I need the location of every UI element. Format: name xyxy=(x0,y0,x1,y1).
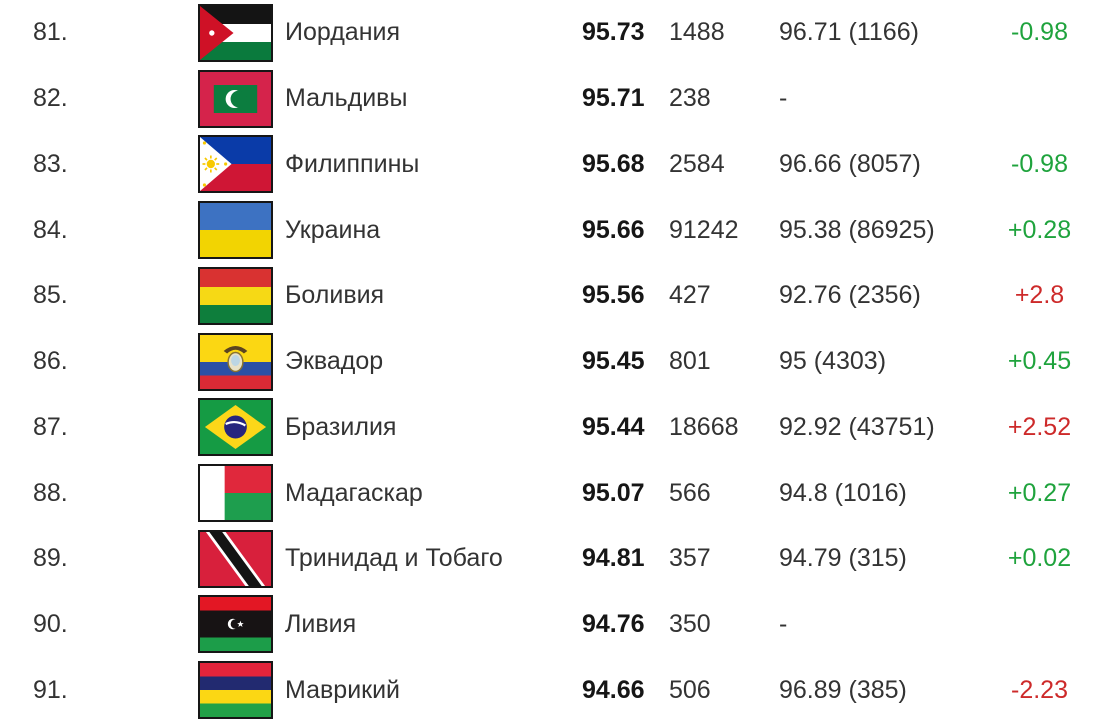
flag-cell xyxy=(198,332,285,391)
rank-number: 87. xyxy=(33,412,68,441)
sample-count: 350 xyxy=(669,609,711,638)
previous-value: 94.79 (315) xyxy=(779,544,907,573)
rank-number: 88. xyxy=(33,478,68,507)
sample-count: 18668 xyxy=(669,412,739,441)
score-value: 94.76 xyxy=(582,609,645,638)
previous-value: - xyxy=(779,84,788,113)
country-name: Маврикий xyxy=(285,677,401,703)
previous-value: 96.71 (1166) xyxy=(779,18,919,47)
country-name: Эквадор xyxy=(285,349,384,375)
sample-count: 801 xyxy=(669,347,711,376)
country-name: Иордания xyxy=(285,20,401,46)
sample-count: 357 xyxy=(669,544,711,573)
maldives-flag-icon xyxy=(198,69,273,128)
score-value: 95.45 xyxy=(582,347,645,376)
previous-value: 95.38 (86925) xyxy=(779,215,935,244)
score-value: 94.66 xyxy=(582,675,645,704)
rank-number: 90. xyxy=(33,609,68,638)
change-value: +0.27 xyxy=(1007,478,1072,507)
change-value: +2.8 xyxy=(1014,281,1065,310)
philippines-flag-icon xyxy=(198,135,273,194)
table-row: 82. Мальдивы 95.71 238 - xyxy=(0,66,1104,132)
table-row: 86. Эквадор 95.45 801 95 (4303) +0.45 xyxy=(0,329,1104,395)
score-value: 95.56 xyxy=(582,281,645,310)
rank-number: 89. xyxy=(33,544,68,573)
country-name: Мадагаскар xyxy=(285,480,423,506)
rank-number: 86. xyxy=(33,347,68,376)
sample-count: 427 xyxy=(669,281,711,310)
brazil-flag-icon xyxy=(198,398,273,457)
previous-value: 94.8 (1016) xyxy=(779,478,907,507)
score-value: 95.73 xyxy=(582,18,645,47)
jordan-flag-icon xyxy=(198,3,273,62)
rank-number: 85. xyxy=(33,281,68,310)
change-value: +2.52 xyxy=(1007,412,1072,441)
country-name: Филиппины xyxy=(285,151,420,177)
trinidad-tobago-flag-icon xyxy=(198,529,273,588)
score-value: 95.66 xyxy=(582,215,645,244)
table-row: 84. Украина 95.66 91242 95.38 (86925) +0… xyxy=(0,197,1104,263)
sample-count: 2584 xyxy=(669,149,725,178)
madagascar-flag-icon xyxy=(198,464,273,522)
previous-value: 96.89 (385) xyxy=(779,675,907,704)
sample-count: 566 xyxy=(669,478,711,507)
table-row: 85. Боливия 95.56 427 92.76 (2356) +2.8 xyxy=(0,263,1104,329)
score-value: 95.07 xyxy=(582,478,645,507)
score-value: 95.68 xyxy=(582,149,645,178)
rank-number: 83. xyxy=(33,149,68,178)
country-name: Боливия xyxy=(285,283,385,309)
table-row: 91. Маврикий 94.66 506 96.89 (385) -2.23 xyxy=(0,657,1104,723)
country-name: Тринидад и Тобаго xyxy=(285,546,503,572)
sample-count: 91242 xyxy=(669,215,739,244)
country-name: Бразилия xyxy=(285,414,397,440)
country-name: Ливия xyxy=(285,611,357,637)
country-name: Мальдивы xyxy=(285,86,408,112)
previous-value: 95 (4303) xyxy=(779,347,887,376)
libya-flag-icon xyxy=(198,595,273,654)
sample-count: 506 xyxy=(669,675,711,704)
flag-cell xyxy=(198,529,285,588)
flag-cell xyxy=(198,3,285,62)
rank-number: 82. xyxy=(33,84,68,113)
score-value: 94.81 xyxy=(582,544,645,573)
score-value: 95.71 xyxy=(582,84,645,113)
rank-number: 81. xyxy=(33,18,68,47)
country-name: Украина xyxy=(285,217,381,243)
ecuador-flag-icon xyxy=(198,332,273,391)
table-row: 83. Филиппины 95.68 2584 xyxy=(0,131,1104,197)
sample-count: 238 xyxy=(669,84,711,113)
bolivia-flag-icon xyxy=(198,266,273,325)
ukraine-flag-icon xyxy=(198,201,273,260)
previous-value: - xyxy=(779,609,788,638)
score-value: 95.44 xyxy=(582,412,645,441)
flag-cell xyxy=(198,398,285,457)
table-row: 90. Ливия 94.76 350 - xyxy=(0,592,1104,658)
flag-cell xyxy=(198,595,285,654)
table-row: 87. Бразилия 95.44 18668 92.92 (43751) +… xyxy=(0,394,1104,460)
table-row: 81. Иордания 95.73 1488 96.71 (1166) -0.… xyxy=(0,0,1104,66)
flag-cell xyxy=(198,464,285,522)
change-value: -0.98 xyxy=(1011,149,1068,178)
sample-count: 1488 xyxy=(669,18,725,47)
previous-value: 92.76 (2356) xyxy=(779,281,921,310)
change-value: -2.23 xyxy=(1011,675,1068,704)
change-value: +0.45 xyxy=(1007,347,1072,376)
table-row: 88. Мадагаскар 95.07 566 94.8 (1016) +0.… xyxy=(0,460,1104,526)
rank-number: 84. xyxy=(33,215,68,244)
previous-value: 92.92 (43751) xyxy=(779,412,935,441)
mauritius-flag-icon xyxy=(198,661,273,720)
change-value: -0.98 xyxy=(1011,18,1068,47)
change-value: +0.28 xyxy=(1007,215,1072,244)
table-row: 89. Тринидад и Тобаго 94.81 357 94.79 (3… xyxy=(0,526,1104,592)
flag-cell xyxy=(198,661,285,720)
change-value: +0.02 xyxy=(1007,544,1072,573)
flag-cell xyxy=(198,69,285,128)
rank-number: 91. xyxy=(33,675,68,704)
flag-cell xyxy=(198,266,285,325)
flag-cell xyxy=(198,135,285,194)
flag-cell xyxy=(198,201,285,260)
previous-value: 96.66 (8057) xyxy=(779,149,921,178)
